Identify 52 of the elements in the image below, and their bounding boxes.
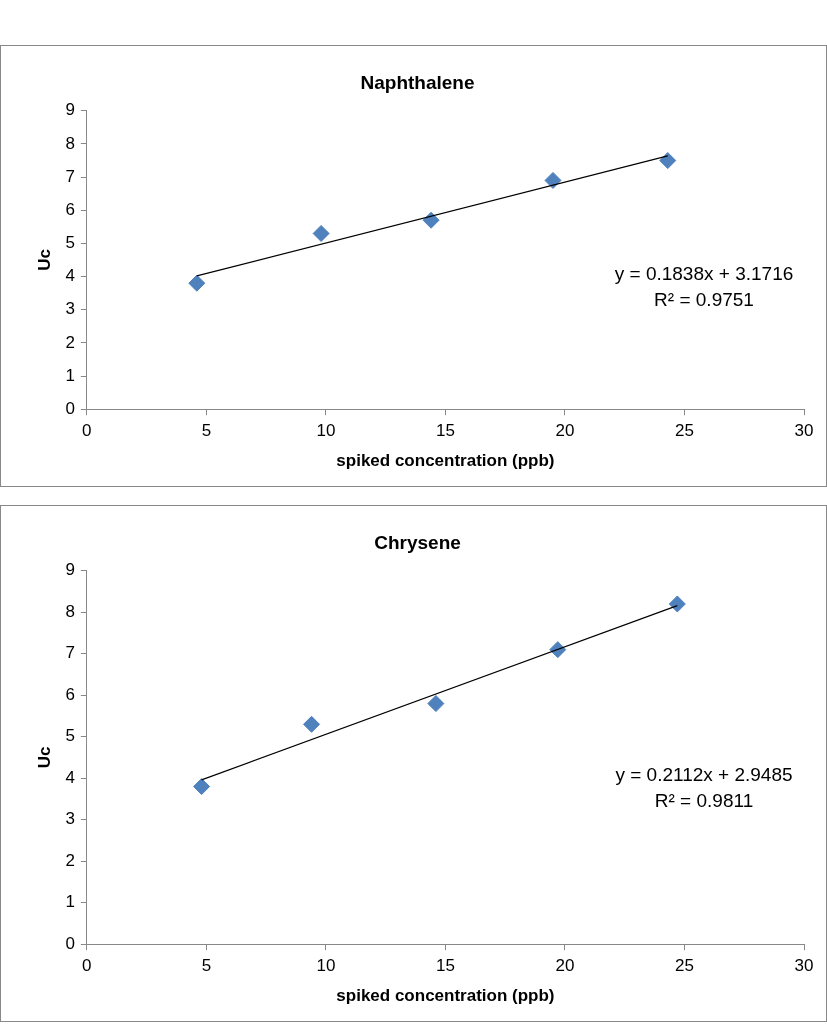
x-tick-label: 25 xyxy=(675,421,694,441)
y-tick-label: 1 xyxy=(65,365,75,385)
x-tick-label: 0 xyxy=(82,421,92,441)
x-axis-title: spiked concentration (ppb) xyxy=(336,451,555,471)
chart-title: Chrysene xyxy=(374,531,461,553)
y-tick-label: 8 xyxy=(65,601,75,621)
y-tick-label: 2 xyxy=(65,850,75,870)
annotation: R² = 0.9751 xyxy=(654,289,754,311)
x-tick-label: 30 xyxy=(794,956,814,976)
y-tick-label: 2 xyxy=(65,332,75,352)
y-axis-title: Uc xyxy=(34,746,54,769)
x-tick-label: 20 xyxy=(555,956,575,976)
y-tick-label: 4 xyxy=(65,767,75,787)
x-tick-label: 15 xyxy=(435,956,455,976)
x-tick-label: 15 xyxy=(435,421,455,441)
y-tick-label: 7 xyxy=(65,166,75,186)
y-tick-label: 0 xyxy=(65,933,75,953)
x-tick-label: 10 xyxy=(316,421,336,441)
y-tick-label: 1 xyxy=(65,892,75,912)
point xyxy=(193,778,211,796)
y-tick-label: 0 xyxy=(65,398,75,418)
point xyxy=(312,224,330,242)
point xyxy=(188,274,206,292)
x-tick-label: 10 xyxy=(316,956,336,976)
annotation: y = 0.1838x + 3.1716 xyxy=(614,263,794,285)
x-tick-label: 0 xyxy=(82,956,92,976)
x-tick-label: 5 xyxy=(201,421,212,441)
x-axis-title: spiked concentration (ppb) xyxy=(336,986,555,1006)
y-tick-label: 8 xyxy=(65,133,75,153)
y-tick-label: 3 xyxy=(65,299,75,319)
annotation: R² = 0.9811 xyxy=(654,790,754,812)
y-tick-label: 9 xyxy=(65,560,75,580)
x-tick-label: 30 xyxy=(794,421,814,441)
x-tick-label: 5 xyxy=(201,956,212,976)
point xyxy=(303,715,321,733)
y-tick-label: 5 xyxy=(65,726,75,746)
y-tick-label: 3 xyxy=(65,809,75,829)
point xyxy=(427,695,445,713)
y-tick-label: 5 xyxy=(65,233,75,253)
y-tick-label: 6 xyxy=(65,684,75,704)
chart-title: Naphthalene xyxy=(360,71,475,93)
y-tick-label: 7 xyxy=(65,643,75,663)
point xyxy=(659,152,677,170)
annotation: y = 0.2112x + 2.9485 xyxy=(615,764,793,786)
x-tick-label: 20 xyxy=(555,421,575,441)
y-tick-label: 4 xyxy=(65,266,75,286)
y-tick-label: 6 xyxy=(65,199,75,219)
point xyxy=(544,171,562,189)
x-tick-label: 25 xyxy=(675,956,694,976)
y-axis-title: Uc xyxy=(34,249,54,271)
y-tick-label: 9 xyxy=(65,100,75,120)
point xyxy=(668,595,686,613)
